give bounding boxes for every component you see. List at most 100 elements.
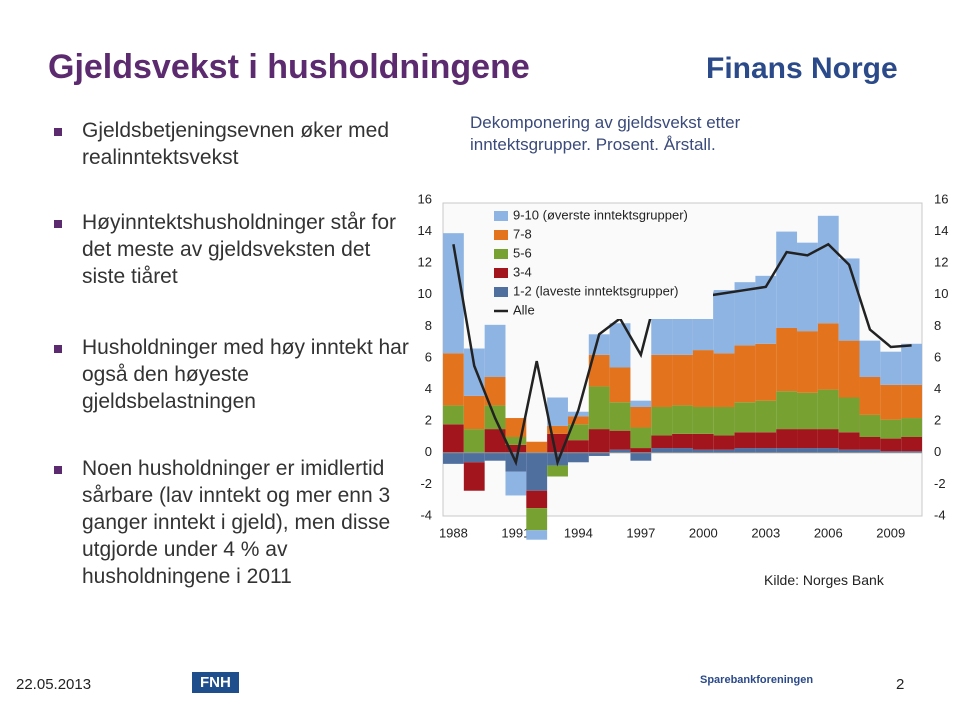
bar-segment xyxy=(443,405,464,425)
bar-segment xyxy=(630,448,652,453)
bar-segment xyxy=(817,389,839,430)
bar-segment xyxy=(526,452,548,491)
bar-segment xyxy=(526,508,548,531)
bar-segment xyxy=(567,424,589,441)
x-tick-label: 1997 xyxy=(626,525,655,540)
y-tick-label: 8 xyxy=(425,318,432,333)
bar-segment xyxy=(443,353,464,406)
bar-segment xyxy=(755,432,777,449)
bar-segment xyxy=(859,376,881,415)
bullet: Gjeldsbetjeningsevnen øker med realinnte… xyxy=(82,119,390,169)
bar-segment xyxy=(547,425,568,434)
bar-segment xyxy=(713,353,735,407)
bar-segment xyxy=(651,406,673,436)
bullet-marker xyxy=(54,466,62,474)
bar-segment xyxy=(443,452,464,464)
bar-segment xyxy=(755,400,777,433)
bullet: Noen husholdninger er imidlertid sårbare… xyxy=(82,457,391,588)
legend-swatch xyxy=(494,249,508,259)
bar-segment xyxy=(672,448,693,453)
bar-segment xyxy=(817,323,839,390)
bar-segment xyxy=(901,451,922,453)
x-tick-label: 2000 xyxy=(689,525,718,540)
legend-swatch xyxy=(494,287,508,297)
legend-label: 5-6 xyxy=(513,245,532,260)
bar-segment xyxy=(463,452,485,463)
bar-segment xyxy=(817,429,839,449)
bar-segment xyxy=(609,449,631,453)
bullet-marker xyxy=(54,345,62,353)
chart-title: Dekomponering av gjeldsvekst etter innte… xyxy=(470,113,741,154)
bar-segment xyxy=(838,397,860,433)
bar-segment xyxy=(776,429,798,449)
legend-box xyxy=(488,206,713,319)
y-tick-label: 12 xyxy=(418,255,432,270)
bar-segment xyxy=(776,448,798,453)
source: Kilde: Norges Bank xyxy=(764,572,884,588)
bar-segment xyxy=(734,432,756,449)
bar-segment xyxy=(526,530,548,540)
bar-segment xyxy=(817,448,839,453)
bar-segment xyxy=(609,323,631,368)
logo: Finans Norge xyxy=(706,52,898,85)
bar-segment xyxy=(547,465,568,477)
date: 22.05.2013 xyxy=(16,676,92,693)
bar-segment xyxy=(567,411,589,417)
bullet: Høyinntektshusholdninger står for det me… xyxy=(82,211,396,288)
bar-segment xyxy=(838,340,860,398)
y-tick-label: -2 xyxy=(420,476,432,491)
bar-segment xyxy=(484,452,506,461)
bar-segment xyxy=(630,452,652,461)
bar-segment xyxy=(567,440,589,453)
bar-segment xyxy=(734,402,756,433)
y-tick-label: 0 xyxy=(425,444,432,459)
footer-logo: FNH xyxy=(192,672,239,693)
bar-segment xyxy=(630,427,652,449)
bar-segment xyxy=(776,391,798,430)
bar-segment xyxy=(797,392,818,430)
bar-segment xyxy=(859,437,881,450)
bar-segment xyxy=(588,452,610,456)
bar-segment xyxy=(901,437,922,452)
bar-segment xyxy=(859,414,881,437)
bar-segment xyxy=(505,471,527,496)
bar-segment xyxy=(463,462,485,491)
bar-segment xyxy=(797,429,818,449)
x-tick-label: 2006 xyxy=(814,525,843,540)
legend-swatch xyxy=(494,230,508,240)
x-tick-label: 2003 xyxy=(751,525,780,540)
y-tick-label: 4 xyxy=(425,381,432,396)
bar-segment xyxy=(797,448,818,453)
bar-segment xyxy=(901,343,922,385)
x-tick-label: 2009 xyxy=(876,525,905,540)
bar-segment xyxy=(776,327,798,392)
bar-segment xyxy=(692,406,714,434)
bar-segment xyxy=(755,448,777,453)
y2-tick-label: 4 xyxy=(934,381,941,396)
bar-segment xyxy=(463,348,485,396)
y2-tick-label: 10 xyxy=(934,286,948,301)
x-tick-label: 1991 xyxy=(501,525,530,540)
legend-label: 3-4 xyxy=(513,264,532,279)
bar-segment xyxy=(734,345,756,403)
x-tick-label: 1994 xyxy=(564,525,593,540)
bar-segment xyxy=(859,449,881,453)
bar-segment xyxy=(588,386,610,430)
bar-segment xyxy=(630,406,652,428)
bar-segment xyxy=(505,444,527,453)
page-number: 2 xyxy=(896,676,905,693)
y2-tick-label: 2 xyxy=(934,413,941,428)
bar-segment xyxy=(672,354,693,406)
bar-segment xyxy=(776,231,798,328)
bar-segment xyxy=(443,233,464,354)
bar-segment xyxy=(609,430,631,450)
bar-segment xyxy=(463,395,485,430)
bar-segment xyxy=(651,435,673,449)
y-tick-label: 16 xyxy=(418,191,432,206)
bar-segment xyxy=(526,441,548,453)
bar-segment xyxy=(901,384,922,419)
legend-swatch xyxy=(494,268,508,278)
bar-segment xyxy=(526,490,548,509)
bar-segment xyxy=(547,397,568,426)
bar-segment xyxy=(713,406,735,436)
